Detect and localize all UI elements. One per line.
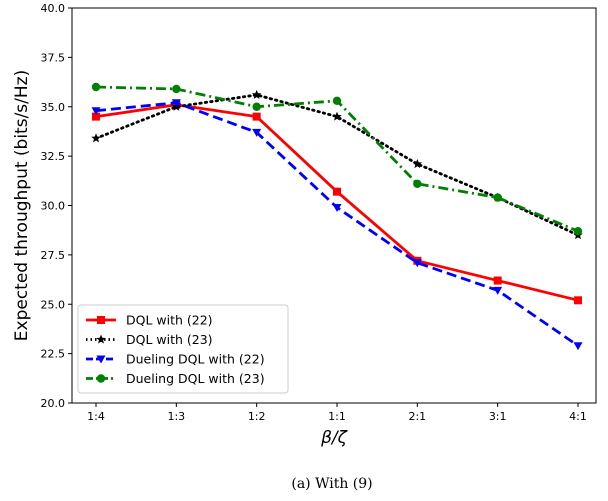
data-point	[172, 84, 181, 94]
series-4	[91, 82, 583, 236]
data-point	[91, 133, 101, 143]
y-tick-label: 35.0	[41, 101, 66, 114]
y-tick-label: 30.0	[41, 200, 66, 213]
legend-box	[77, 304, 289, 394]
legend-marker	[96, 355, 106, 364]
legend-label: DQL with (22)	[126, 313, 213, 328]
legend-entry: Dueling DQL with (22)	[86, 352, 265, 367]
legend-entry: DQL with (23)	[86, 332, 213, 347]
x-tick-label: 1:1	[328, 410, 346, 423]
data-point	[91, 82, 101, 92]
data-point	[412, 159, 423, 169]
data-point	[91, 107, 101, 116]
legend-marker	[97, 316, 105, 324]
legend-label: Dueling DQL with (23)	[126, 371, 265, 386]
y-tick-label: 27.5	[41, 249, 66, 262]
y-tick-label: 40.0	[41, 2, 66, 15]
legend-entry: Dueling DQL with (23)	[86, 371, 265, 386]
data-point	[332, 111, 342, 121]
legend-marker	[96, 374, 106, 383]
legend: DQL with (22) DQL with (23) Dueling DQL wi…	[77, 304, 289, 394]
x-tick-label: 3:1	[489, 410, 507, 423]
legend-marker	[96, 334, 106, 344]
series-3	[91, 99, 583, 351]
y-axis-ticks: 20.0 22.5 25.0 27.5 30.0 32.5 35.0 37.5 40.0	[41, 2, 72, 410]
y-tick-label: 32.5	[41, 150, 66, 163]
y-tick-label: 37.5	[41, 51, 66, 64]
figure-caption: (a) With (9)	[291, 476, 372, 492]
series-1	[92, 100, 582, 305]
data-point	[573, 226, 583, 236]
data-point	[573, 342, 583, 351]
data-point	[332, 96, 342, 106]
data-point	[252, 112, 261, 121]
series-2	[91, 89, 583, 240]
x-tick-label: 4:1	[569, 410, 587, 423]
x-tick-label: 2:1	[408, 410, 426, 423]
data-point	[413, 179, 422, 188]
data-point	[92, 112, 100, 121]
data-point	[333, 187, 341, 196]
x-tick-label: 1:4	[87, 410, 105, 423]
legend-label: DQL with (23)	[126, 332, 213, 347]
y-tick-label: 22.5	[41, 348, 66, 361]
data-point	[493, 276, 502, 285]
legend-label: Dueling DQL with (22)	[126, 352, 265, 367]
y-tick-label: 20.0	[41, 397, 66, 410]
data-point	[251, 89, 262, 99]
x-axis-label: β/ζ	[320, 428, 349, 448]
x-axis-ticks: 1:4 1:3 1:2 1:1 2:1 3:1 4:1	[87, 403, 587, 423]
data-point	[493, 286, 503, 295]
x-tick-label: 1:3	[167, 410, 185, 423]
x-tick-label: 1:2	[248, 410, 266, 423]
y-axis-label: Expected throughput (bits/s/Hz)	[12, 70, 32, 341]
data-point	[252, 128, 262, 137]
y-tick-label: 25.0	[41, 298, 66, 311]
data-point	[412, 259, 422, 268]
series-layer	[91, 82, 583, 351]
data-point	[574, 296, 582, 305]
data-point	[493, 193, 502, 202]
data-point	[171, 99, 181, 108]
data-point	[252, 102, 261, 111]
data-point	[332, 203, 342, 212]
legend-entry: DQL with (22)	[86, 313, 213, 328]
